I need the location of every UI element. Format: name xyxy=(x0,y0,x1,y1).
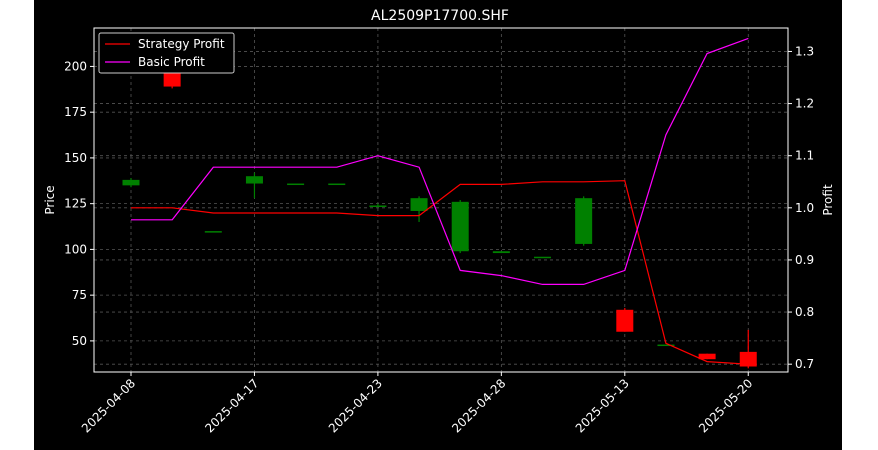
candle-body-8 xyxy=(451,201,469,252)
left-tick-label-125: 125 xyxy=(64,197,87,211)
candle-body-7 xyxy=(410,198,428,211)
right-tick-label-1: 1.0 xyxy=(795,201,814,215)
x-axis: 2025-04-08 2025-04-17 2025-04-23 2025-04-28… xyxy=(79,372,755,435)
candle-body-3 xyxy=(245,176,263,184)
left-tick-label-50: 50 xyxy=(72,334,87,348)
candle-body-6 xyxy=(369,205,387,207)
left-axis-label: Price xyxy=(43,185,57,214)
series-line-strategy-profit xyxy=(131,180,749,365)
profit-lines xyxy=(131,37,749,365)
candles xyxy=(122,64,757,369)
x-tick-label-4: 2025-05-13 xyxy=(573,376,632,435)
x-tick-label-1: 2025-04-17 xyxy=(202,376,261,435)
right-axis: 0.7 0.8 0.9 1.0 1.1 1.2 1.3 xyxy=(788,44,814,371)
x-tick-label-0: 2025-04-08 xyxy=(79,376,138,435)
plot-frame xyxy=(93,27,789,373)
left-tick-label-175: 175 xyxy=(64,105,87,119)
right-tick-label-1.2: 1.2 xyxy=(795,97,814,111)
legend: Strategy Profit Basic Profit xyxy=(98,32,235,74)
x-tick-label-5: 2025-05-20 xyxy=(696,376,755,435)
series-line-basic-profit xyxy=(131,37,749,285)
x-tick-label-3: 2025-04-28 xyxy=(449,376,508,435)
chart-title: AL2509P17700.SHF xyxy=(371,8,509,24)
right-tick-label-1.1: 1.1 xyxy=(795,149,814,163)
left-axis: 50 75 100 125 150 175 200 xyxy=(64,59,94,348)
right-tick-label-0.8: 0.8 xyxy=(795,305,814,319)
left-tick-label-75: 75 xyxy=(72,288,87,302)
legend-box xyxy=(98,32,235,74)
candle-body-10 xyxy=(534,256,551,259)
candle-body-9 xyxy=(492,251,510,254)
left-tick-label-200: 200 xyxy=(64,59,87,73)
candle-body-13 xyxy=(657,344,675,347)
right-tick-label-1.3: 1.3 xyxy=(795,44,814,58)
left-tick-label-100: 100 xyxy=(64,242,87,256)
right-tick-label-0.9: 0.9 xyxy=(795,253,814,267)
x-tick-label-2: 2025-04-23 xyxy=(326,376,385,435)
right-axis-label: Profit xyxy=(821,184,835,216)
candle-body-12 xyxy=(616,309,634,332)
left-tick-label-150: 150 xyxy=(64,151,87,165)
legend-label-basic-profit: Basic Profit xyxy=(138,55,205,69)
candle-body-2 xyxy=(204,231,222,233)
candle-body-14 xyxy=(698,353,716,360)
chart-figure: AL2509P17700.SHF 50 75 100 125 150 175 200 0.7… xyxy=(34,0,842,450)
candle-body-4 xyxy=(287,183,305,186)
legend-label-strategy-profit: Strategy Profit xyxy=(138,37,225,51)
candle-body-15 xyxy=(739,351,757,367)
right-tick-label-0.7: 0.7 xyxy=(795,357,814,371)
grid xyxy=(94,28,788,372)
candle-body-5 xyxy=(328,183,346,186)
candle-body-11 xyxy=(575,198,593,244)
candle-body-0 xyxy=(122,179,140,186)
candlestick-profit-chart: AL2509P17700.SHF 50 75 100 125 150 175 200 0.7… xyxy=(43,8,835,435)
